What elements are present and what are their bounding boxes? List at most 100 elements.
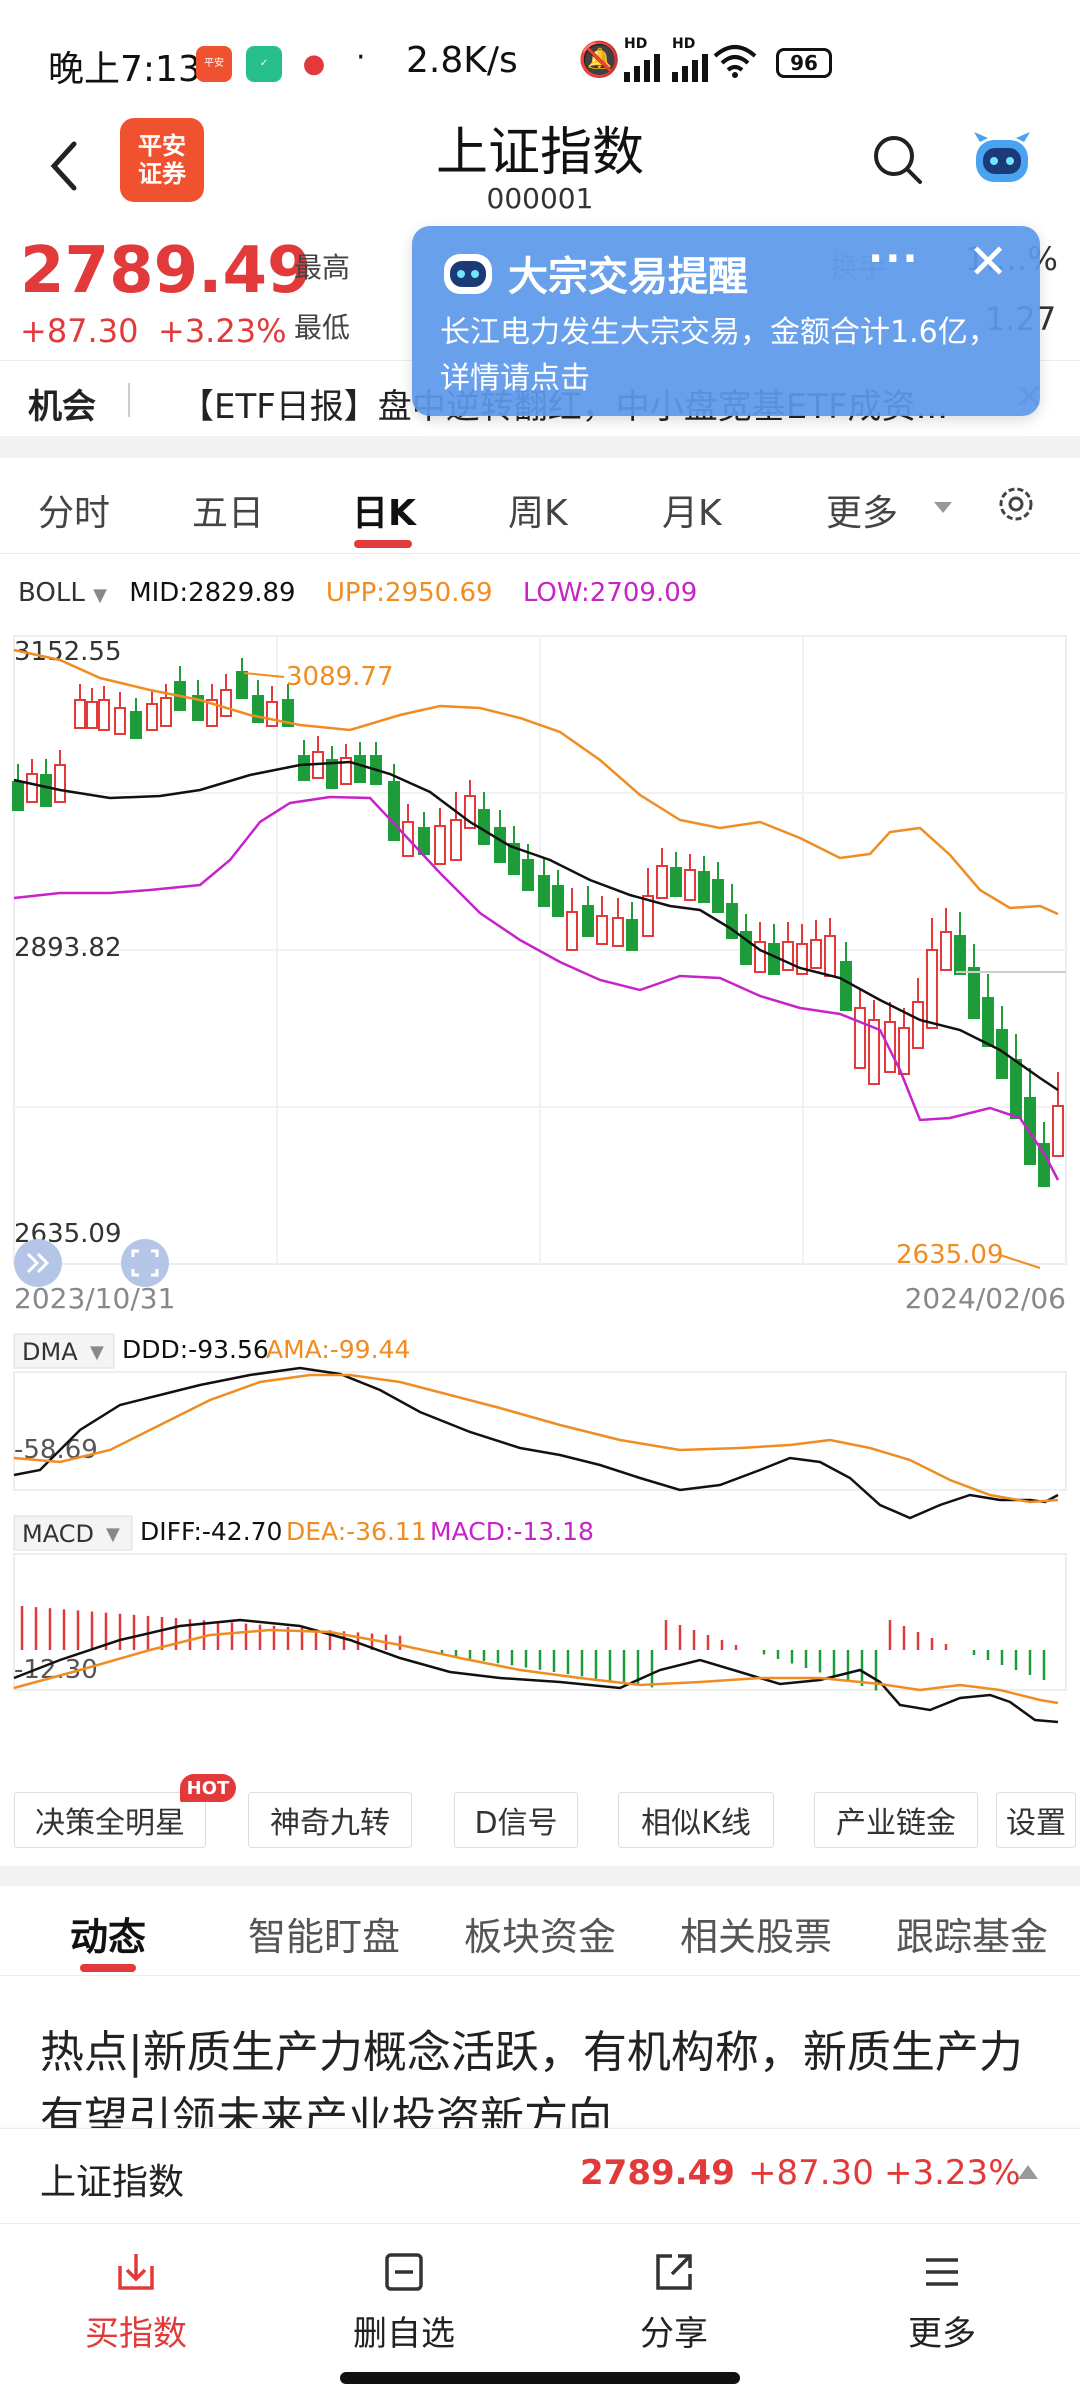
candle-body — [464, 795, 476, 829]
candle-body — [538, 875, 550, 907]
content-tabs: 动态 智能盯盘 板块资金 相关股票 跟踪基金 — [0, 1886, 1080, 1976]
boll-upper-value: UPP:2950.69 — [325, 578, 493, 608]
tab-related-stocks[interactable]: 相关股票 — [680, 1915, 833, 1959]
tab-news[interactable]: 动态 — [70, 1915, 147, 1959]
dma-dropdown-icon: ▼ — [90, 1342, 104, 1363]
tab-smart-watch[interactable]: 智能盯盘 — [248, 1915, 401, 1959]
boll-middle-band — [13, 760, 1059, 1092]
bottom-quote-bar[interactable]: 上证指数 2789.49 +87.30 +3.23% — [0, 2128, 1080, 2224]
nav-remove-watchlist[interactable]: 删自选 — [314, 2248, 494, 2355]
candle-body — [782, 941, 794, 971]
candle-body — [54, 764, 66, 803]
search-icon[interactable] — [868, 130, 928, 190]
share-icon — [656, 2254, 692, 2290]
signal-icon-2 — [672, 46, 708, 82]
low-label: 最低 — [294, 311, 351, 344]
more-dropdown-icon[interactable] — [934, 502, 952, 513]
macd-dropdown-icon: ▼ — [106, 1524, 120, 1545]
tab-daily-k[interactable]: 日K — [352, 493, 416, 534]
main-chart-grid — [13, 635, 1067, 1265]
tab-intraday[interactable]: 分时 — [38, 493, 111, 534]
nav-share[interactable]: 分享 — [584, 2248, 764, 2355]
chart-start-date: 2023/10/31 — [14, 1282, 175, 1315]
boll-dropdown-icon[interactable]: ▼ — [93, 585, 107, 606]
tab-more[interactable]: 更多 — [826, 493, 899, 534]
candle-body — [40, 774, 52, 807]
k-line-chart[interactable]: 3152.55 2893.82 2635.09 3089.77 2635.09 … — [0, 560, 1080, 1780]
candle-body — [810, 939, 822, 969]
candle-body — [670, 867, 682, 897]
boll-selector[interactable]: BOLL — [18, 578, 85, 608]
candle-body — [796, 943, 808, 975]
candle-body — [26, 773, 38, 803]
candle-body — [926, 949, 938, 1029]
candle-body — [940, 931, 952, 971]
current-price: 2789.49 — [20, 234, 312, 308]
candle-body — [74, 699, 86, 729]
tool-similar-kline[interactable]: 相似K线 — [618, 1792, 774, 1848]
expand-up-icon[interactable] — [1018, 2165, 1038, 2179]
ai-assistant-robot-icon[interactable] — [970, 130, 1034, 190]
candle-body — [1010, 1059, 1022, 1119]
candle-body — [612, 917, 624, 947]
peak-price-label: 3089.77 — [286, 662, 394, 692]
tab-five-day[interactable]: 五日 — [192, 493, 265, 534]
price-change-percent: +3.23% — [158, 312, 287, 350]
active-tab-indicator — [354, 540, 412, 548]
tool-settings[interactable]: 设置 — [996, 1792, 1076, 1848]
tab-sector-funds[interactable]: 板块资金 — [464, 1915, 617, 1959]
candle-body — [298, 755, 310, 781]
candle-body — [726, 903, 738, 939]
tab-tracking-funds[interactable]: 跟踪基金 — [896, 1915, 1049, 1959]
robot-icon — [444, 254, 492, 294]
candle-body — [340, 757, 352, 785]
nav-share-label: 分享 — [640, 2314, 708, 2354]
candle-body — [968, 967, 980, 1019]
candle-body — [252, 695, 264, 723]
y-axis-mid: 2893.82 — [14, 933, 122, 963]
candle-body — [86, 701, 98, 729]
chart-settings-gear-icon[interactable] — [994, 482, 1038, 526]
block-trade-alert-popup[interactable]: 大宗交易提醒 ··· ✕ 长江电力发生大宗交易，金额合计1.6亿，详情请点击 — [412, 226, 1040, 416]
nav-more[interactable]: 更多 — [852, 2248, 1032, 2355]
popup-body[interactable]: 长江电力发生大宗交易，金额合计1.6亿，详情请点击 — [440, 315, 998, 396]
macd-selector[interactable]: MACD ▼ — [13, 1515, 133, 1551]
candle-body — [326, 759, 338, 789]
popup-close-icon[interactable]: ✕ — [968, 234, 1009, 290]
back-arrow-icon[interactable] — [40, 130, 90, 200]
tab-weekly-k[interactable]: 周K — [508, 493, 568, 534]
popup-title: 大宗交易提醒 — [508, 254, 748, 300]
popup-more-icon[interactable]: ··· — [868, 236, 920, 282]
tool-d-signal[interactable]: D信号 — [454, 1792, 578, 1848]
buy-index-icon — [118, 2254, 154, 2290]
status-time: 晚上7:13 — [48, 49, 201, 90]
dma-selector-label: DMA — [22, 1338, 78, 1366]
candle-body — [388, 781, 400, 841]
dma-ddd-value: DDD:-93.56 — [122, 1335, 269, 1364]
tool-magic-nine[interactable]: 神奇九转 — [248, 1792, 412, 1848]
price-change: +87.30 — [20, 312, 139, 350]
battery-indicator: 96 — [776, 48, 832, 78]
candle-body — [192, 695, 204, 721]
more-list-icon — [926, 2258, 958, 2286]
dma-selector[interactable]: DMA ▼ — [13, 1333, 115, 1369]
candle-body — [954, 935, 966, 975]
candle-body — [114, 707, 126, 735]
candle-body — [354, 755, 366, 783]
tool-industry-chain[interactable]: 产业链金 — [814, 1792, 978, 1848]
candle-body — [266, 701, 278, 727]
fullscreen-icon[interactable] — [121, 1239, 169, 1287]
signal-icon — [624, 46, 660, 82]
macd-diff-value: DIFF:-42.70 — [140, 1517, 282, 1546]
candle-body — [1052, 1105, 1064, 1157]
candle-body — [626, 919, 638, 951]
nav-buy-index[interactable]: 买指数 — [46, 2248, 226, 2355]
news-headline[interactable]: 热点|新质生产力概念活跃，有机构称，新质生产力有望引领未来产业投资新方向 — [40, 2027, 1023, 2132]
candle-body — [130, 711, 142, 739]
tool-decision-stars[interactable]: 决策全明星 — [14, 1792, 206, 1848]
expand-left-icon[interactable] — [14, 1239, 62, 1287]
y-axis-max: 3152.55 — [14, 637, 122, 667]
macd-diff-line — [13, 1618, 1059, 1724]
candle-body — [712, 879, 724, 913]
tab-monthly-k[interactable]: 月K — [662, 493, 722, 534]
